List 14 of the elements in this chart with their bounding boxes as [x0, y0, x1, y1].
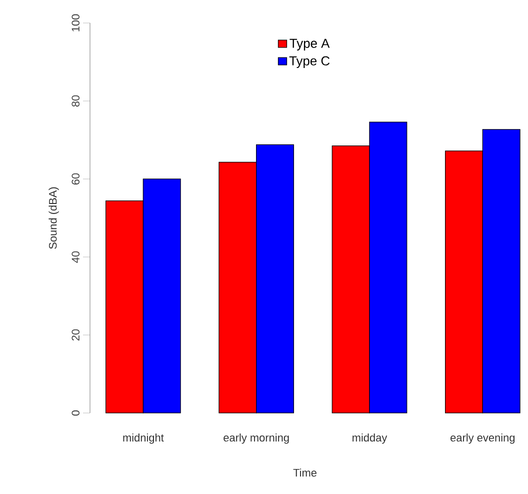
x-tick-label: early evening	[450, 434, 515, 444]
y-tick-label: 100	[72, 14, 80, 32]
x-tick-label: early morning	[224, 434, 289, 444]
y-tick-label: 80	[72, 95, 80, 107]
y-axis-title: Sound (dBA)	[48, 187, 59, 249]
y-tick-label: 40	[72, 251, 80, 263]
legend-label: Type A	[290, 38, 330, 50]
legend-label: Type C	[289, 56, 330, 68]
x-axis-title: Time	[293, 468, 316, 477]
y-tick-label: 0	[72, 410, 80, 416]
x-tick-label: midday	[352, 434, 388, 444]
x-tick-label: midnight	[123, 434, 164, 444]
y-tick-label: 20	[72, 329, 80, 341]
y-tick-label: 60	[72, 173, 80, 185]
